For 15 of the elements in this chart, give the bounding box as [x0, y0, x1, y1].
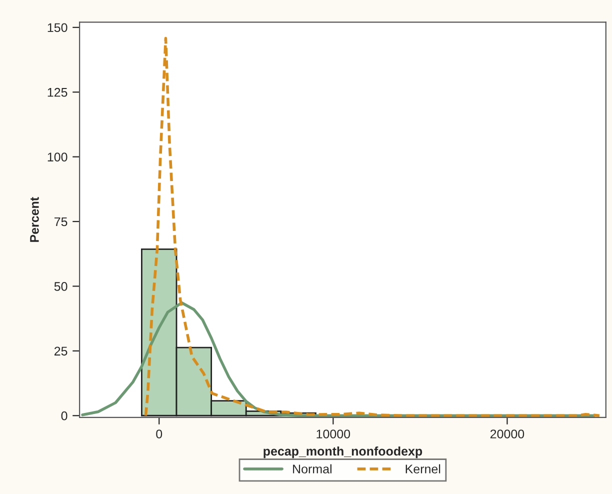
x-tick-label: 10000	[316, 430, 350, 438]
y-tick-label: 150	[48, 23, 68, 32]
y-tick-label: 100	[48, 152, 68, 162]
y-tick-label: 75	[54, 217, 68, 226]
y-tick-label: 0	[61, 411, 68, 420]
legend-label: Kernel	[406, 464, 440, 474]
x-axis-title: pecap_month_nonfoodexp	[264, 446, 422, 458]
y-axis-title: Percent	[30, 197, 39, 242]
y-tick-label: 125	[48, 88, 68, 97]
line-series	[144, 36, 601, 418]
x-tick-label: 20000	[490, 430, 524, 438]
x-tick-label: 0	[156, 430, 162, 438]
y-tick-label: 25	[54, 346, 68, 356]
legend-label: Normal	[293, 464, 332, 474]
y-tick-label: 50	[54, 282, 68, 291]
